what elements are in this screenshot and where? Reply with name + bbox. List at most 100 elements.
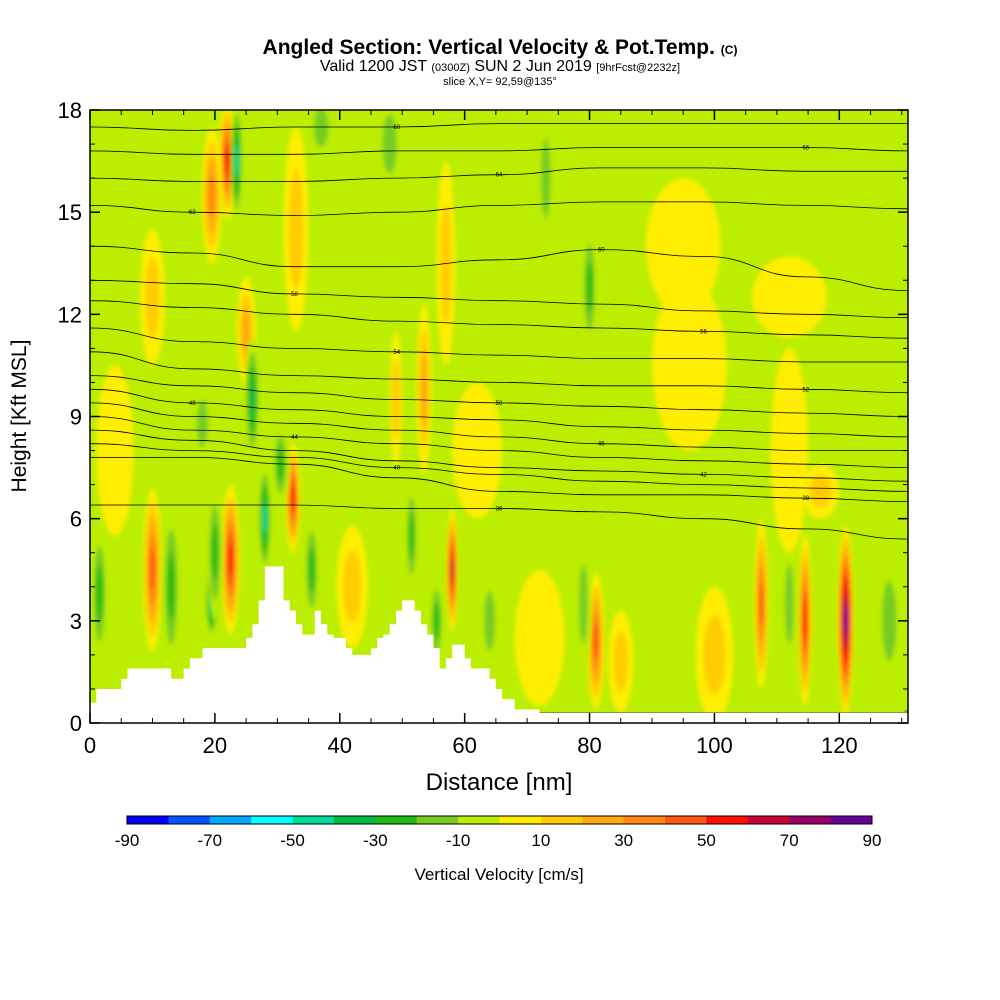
colorbar-swatch — [747, 816, 790, 824]
colorbar-tick-label: 90 — [863, 831, 882, 850]
velocity-cell — [283, 127, 309, 332]
colorbar-tick-label: 50 — [697, 831, 716, 850]
isentrope-label: 52 — [802, 387, 809, 393]
velocity-band — [809, 475, 832, 508]
velocity-band — [308, 547, 315, 593]
velocity-cell — [801, 464, 840, 519]
velocity-cell — [651, 280, 727, 451]
velocity-cell — [537, 110, 554, 247]
velocity-cell — [96, 365, 134, 536]
velocity-band — [249, 379, 255, 419]
velocity-field — [91, 110, 902, 723]
velocity-cell — [781, 535, 797, 672]
colorbar-tick-label: -10 — [446, 831, 471, 850]
isentrope-label: 54 — [393, 350, 400, 356]
isentrope-label: 38 — [802, 496, 809, 502]
forecast-info: [9hrFcst@2232z] — [596, 62, 681, 74]
isentrope-line — [90, 456, 908, 502]
isentrope-line — [90, 300, 908, 339]
velocity-cell — [582, 225, 598, 349]
velocity-cell — [623, 365, 656, 502]
x-axis: 0 20 40 60 80 100 120 — [84, 110, 903, 758]
velocity-band — [196, 399, 208, 448]
velocity-band — [262, 504, 267, 533]
colorbar-swatch — [168, 816, 211, 824]
y-tick-label: 0 — [70, 711, 82, 736]
colorbar-label: Vertical Velocity [cm/s] — [414, 865, 583, 884]
x-axis-label: Distance [nm] — [426, 769, 573, 796]
isentrope-line — [90, 416, 908, 468]
y-tick-label: 3 — [70, 609, 82, 634]
plot-area: 343638404244464850525456586062646668 — [89, 109, 909, 724]
velocity-band — [167, 553, 175, 621]
velocity-cell — [754, 518, 769, 689]
velocity-cell — [162, 505, 180, 669]
x-tick-label: 20 — [203, 733, 227, 758]
velocity-band — [759, 581, 764, 626]
velocity-band — [651, 280, 727, 451]
isentrope-label: 66 — [802, 145, 809, 151]
isentrope-label: 46 — [598, 442, 605, 448]
velocity-band — [802, 602, 807, 640]
velocity-cell — [193, 382, 212, 465]
valid-time: Valid 1200 JST — [319, 58, 427, 75]
colorbar-swatch — [623, 816, 666, 824]
y-tick-label: 15 — [58, 200, 82, 225]
velocity-cell — [405, 481, 418, 591]
colorbar-tick-label: 10 — [531, 831, 550, 850]
velocity-band — [208, 173, 215, 217]
colorbar-swatch — [706, 816, 749, 824]
velocity-band — [578, 564, 588, 644]
isentrope-line — [90, 167, 908, 182]
velocity-band — [514, 246, 540, 451]
colorbar-swatch — [540, 816, 583, 824]
velocity-cell — [207, 484, 223, 621]
velocity-band — [96, 565, 103, 622]
valid-utc: (0300Z) — [431, 62, 470, 74]
velocity-cell — [655, 552, 674, 689]
velocity-cell — [587, 573, 605, 710]
velocity-band — [225, 148, 230, 174]
x-tick-label: 80 — [577, 733, 601, 758]
velocity-band — [150, 548, 155, 591]
velocity-cell — [751, 256, 827, 339]
velocity-cell — [645, 178, 721, 315]
x-tick-label: 120 — [821, 733, 858, 758]
velocity-band — [242, 308, 250, 354]
y-axis-label: Height [Kft MSL] — [8, 340, 31, 493]
colorbar-swatch — [251, 816, 293, 824]
velocity-cell — [446, 508, 458, 632]
velocity-band — [751, 256, 827, 339]
isentrope-line — [90, 429, 908, 482]
x-tick-label: 40 — [328, 733, 352, 758]
velocity-band — [593, 623, 599, 659]
velocity-cell — [143, 488, 162, 652]
velocity-cell — [452, 382, 503, 519]
isentrope-line — [90, 402, 908, 452]
x-tick-label: 60 — [452, 733, 476, 758]
y-tick-label: 6 — [70, 507, 82, 532]
chart-titles: Angled Section: Vertical Velocity & Pot.… — [0, 36, 1000, 88]
isentrope-line — [90, 388, 908, 438]
velocity-band — [324, 280, 356, 417]
velocity-band — [343, 551, 362, 623]
velocity-band — [613, 631, 629, 692]
copyright-mark: (C) — [720, 43, 738, 57]
slice-info: slice X,Y= 92,59@135° — [443, 76, 557, 88]
velocity-band — [452, 382, 503, 519]
colorbar-frame — [126, 815, 873, 825]
velocity-band — [96, 365, 134, 536]
velocity-cell — [201, 127, 222, 264]
isentrope-line — [90, 245, 908, 291]
velocity-cell — [324, 280, 356, 417]
velocity-band — [420, 354, 428, 425]
velocity-band — [514, 569, 565, 706]
chart-subtitle: Valid 1200 JST (0300Z) SUN 2 Jun 2019 [9… — [0, 59, 1000, 76]
terrain-profile — [90, 566, 908, 723]
velocity-band — [433, 602, 440, 640]
isentrope-label: 62 — [189, 210, 196, 216]
velocity-cell — [336, 525, 368, 649]
velocity-band — [145, 257, 160, 338]
